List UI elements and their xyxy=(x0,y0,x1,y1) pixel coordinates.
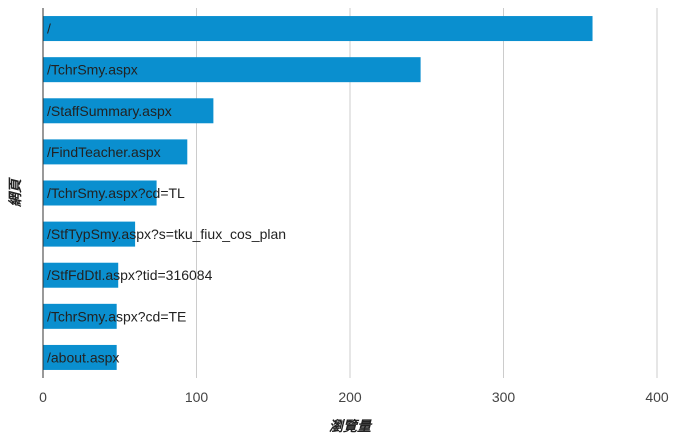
x-tick-label: 300 xyxy=(492,389,516,405)
bar xyxy=(43,303,117,329)
bar xyxy=(43,16,593,42)
x-tick-label: 0 xyxy=(39,389,47,405)
bar-label: /StfFdDtl.aspx?tid=316084 xyxy=(47,267,213,283)
bar xyxy=(43,344,117,370)
bar-label: /TchrSmy.aspx?cd=TE xyxy=(47,308,186,324)
bar xyxy=(43,180,157,206)
bar-label: /TchrSmy.aspx?cd=TL xyxy=(47,185,185,201)
bar xyxy=(43,57,421,83)
x-tick-label: 400 xyxy=(645,389,669,405)
bar-label: /StaffSummary.aspx xyxy=(47,103,172,119)
bar xyxy=(43,221,136,247)
bars: / /TchrSmy.aspx/StaffSummary.aspx/FindTea… xyxy=(43,16,593,370)
bar-label: / xyxy=(47,21,51,37)
y-axis-title: 網頁 xyxy=(7,177,23,208)
bar xyxy=(43,98,214,124)
bar-label: /about.aspx xyxy=(47,349,119,365)
bar-label: /TchrSmy.aspx xyxy=(47,62,138,78)
bar xyxy=(43,139,188,165)
x-tick-labels: 0 100 200 300 400 xyxy=(39,389,669,405)
bar-label: /FindTeacher.aspx xyxy=(47,144,161,160)
x-tick-label: 200 xyxy=(338,389,362,405)
bar-label: /StfTypSmy.aspx?s=tku_fiux_cos_plan xyxy=(47,226,286,242)
bar xyxy=(43,262,119,288)
x-axis-title: 瀏覽量 xyxy=(329,418,373,434)
x-tick-label: 100 xyxy=(185,389,209,405)
